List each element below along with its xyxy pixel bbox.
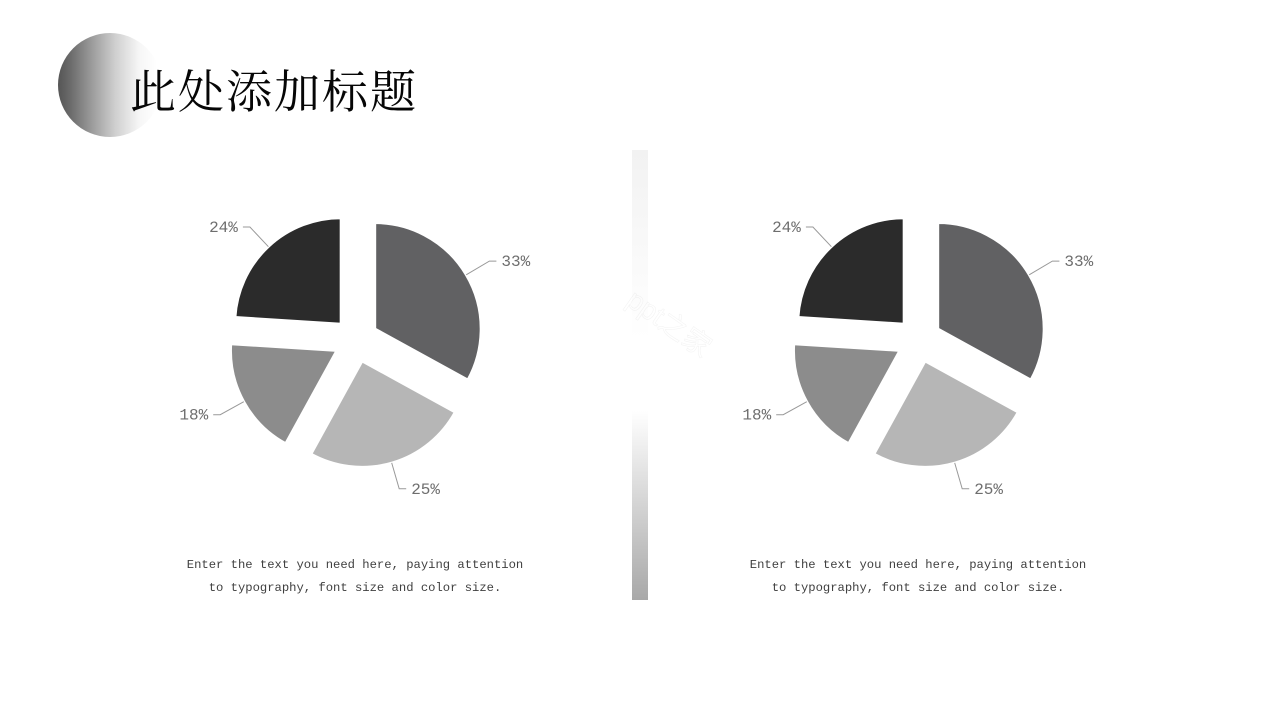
svg-text:25%: 25% — [411, 481, 440, 499]
svg-text:18%: 18% — [742, 407, 771, 425]
svg-text:25%: 25% — [974, 481, 1003, 499]
svg-text:24%: 24% — [209, 219, 238, 237]
svg-text:33%: 33% — [501, 253, 530, 271]
svg-text:33%: 33% — [1064, 253, 1093, 271]
svg-text:18%: 18% — [179, 407, 208, 425]
svg-text:24%: 24% — [772, 219, 801, 237]
